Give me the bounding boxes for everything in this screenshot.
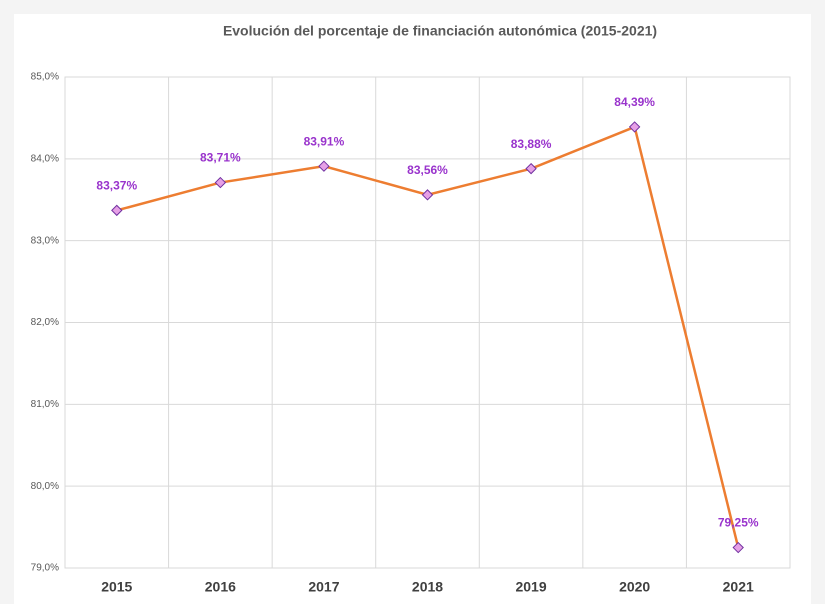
data-label: 79,25% [718, 516, 759, 530]
x-tick-label: 2021 [723, 579, 754, 595]
marker [732, 541, 744, 554]
marker [525, 162, 537, 175]
marker [111, 204, 123, 217]
marker [214, 176, 227, 189]
chart-area [14, 14, 811, 604]
data-label: 83,37% [96, 179, 137, 193]
x-tick-label: 2017 [308, 579, 339, 595]
y-tick-label: 84,0% [31, 153, 59, 164]
data-label: 83,88% [511, 137, 552, 151]
y-tick-label: 80,0% [31, 481, 59, 492]
x-tick-label: 2019 [515, 579, 546, 595]
y-tick-label: 83,0% [31, 235, 59, 246]
data-label: 83,56% [407, 163, 448, 177]
marker [318, 160, 330, 172]
x-tick-label: 2015 [101, 579, 132, 595]
x-tick-label: 2018 [412, 579, 443, 595]
data-label: 83,71% [200, 151, 241, 165]
y-tick-label: 81,0% [31, 399, 59, 410]
marker [628, 121, 641, 133]
x-tick-label: 2020 [619, 579, 650, 595]
y-tick-label: 82,0% [31, 317, 59, 328]
y-tick-label: 79,0% [31, 563, 59, 574]
chart-title: Evolución del porcentaje de financiación… [223, 23, 657, 39]
plot-border [64, 76, 791, 569]
marker [421, 189, 434, 201]
y-tick-label: 85,0% [31, 72, 59, 83]
data-label: 83,91% [304, 134, 345, 148]
data-label: 84,39% [614, 95, 655, 109]
x-tick-label: 2016 [205, 579, 236, 595]
